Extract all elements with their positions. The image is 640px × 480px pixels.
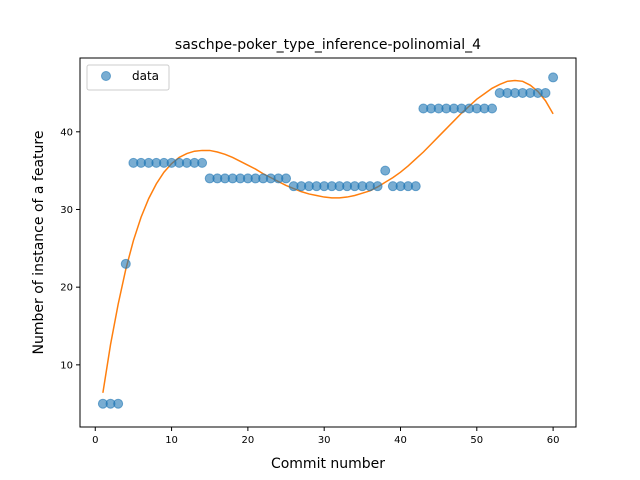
data-point: [281, 173, 292, 184]
x-tick-label: 40: [394, 435, 407, 446]
y-tick-label: 30: [60, 205, 73, 216]
legend-marker: [101, 71, 111, 81]
chart-title: saschpe-poker_type_inference-polinomial_…: [175, 37, 481, 53]
x-tick-label: 30: [318, 435, 331, 446]
data-point: [410, 181, 421, 192]
y-tick-label: 10: [60, 360, 73, 371]
data-point: [487, 103, 498, 114]
legend: data: [86, 64, 170, 91]
data-point: [372, 181, 383, 192]
data-point: [197, 157, 208, 168]
data-point: [548, 72, 559, 83]
y-axis-title: Number of instance of a feature: [31, 131, 47, 355]
legend-label: data: [132, 69, 159, 83]
data-point: [120, 258, 131, 269]
data-point: [540, 87, 551, 98]
plot-background: [80, 58, 576, 427]
x-tick-label: 10: [165, 435, 178, 446]
data-point: [380, 165, 391, 176]
points-layer: [97, 72, 559, 409]
x-axis-title: Commit number: [271, 456, 385, 472]
y-tick-label: 20: [60, 283, 73, 294]
x-axis: 0 10 20 30 40 50 60: [92, 427, 559, 446]
x-tick-label: 20: [242, 435, 255, 446]
x-tick-label: 60: [547, 435, 560, 446]
data-point: [113, 398, 124, 409]
plot-frame: [79, 57, 577, 428]
x-tick-label: 50: [470, 435, 483, 446]
x-tick-label: 0: [92, 435, 98, 446]
y-axis: 10 20 30 40: [60, 127, 80, 371]
y-tick-label: 40: [60, 127, 73, 138]
